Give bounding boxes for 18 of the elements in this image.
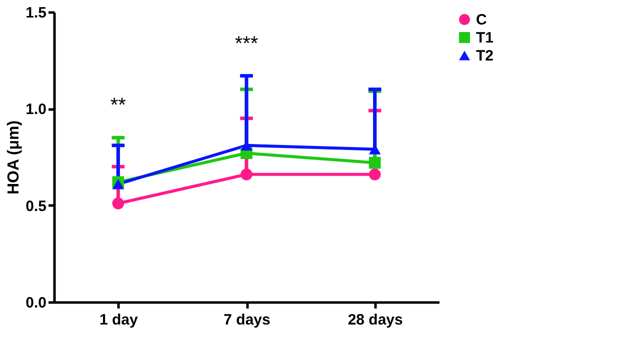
- y-tick-label: 1.5: [26, 4, 46, 22]
- x-tick-label: 28 days: [348, 312, 403, 328]
- y-axis-title: HOA (μm): [6, 120, 23, 195]
- point: [112, 197, 124, 210]
- x-tick-label: 1 day: [99, 312, 138, 328]
- x-tick-label: 7 days: [224, 312, 270, 328]
- annotation: ***: [234, 32, 258, 55]
- point: [368, 156, 381, 169]
- legend-label: C: [476, 12, 487, 28]
- y-tick-label: 0.5: [26, 198, 46, 215]
- legend-label: T1: [476, 30, 494, 46]
- y-tick-label: 0.0: [26, 294, 46, 312]
- point: [240, 168, 252, 180]
- point: [368, 168, 381, 180]
- point: [112, 178, 124, 190]
- y-tick-label: 1.0: [26, 101, 46, 118]
- legend-label: T2: [476, 48, 494, 64]
- annotation: **: [110, 94, 126, 117]
